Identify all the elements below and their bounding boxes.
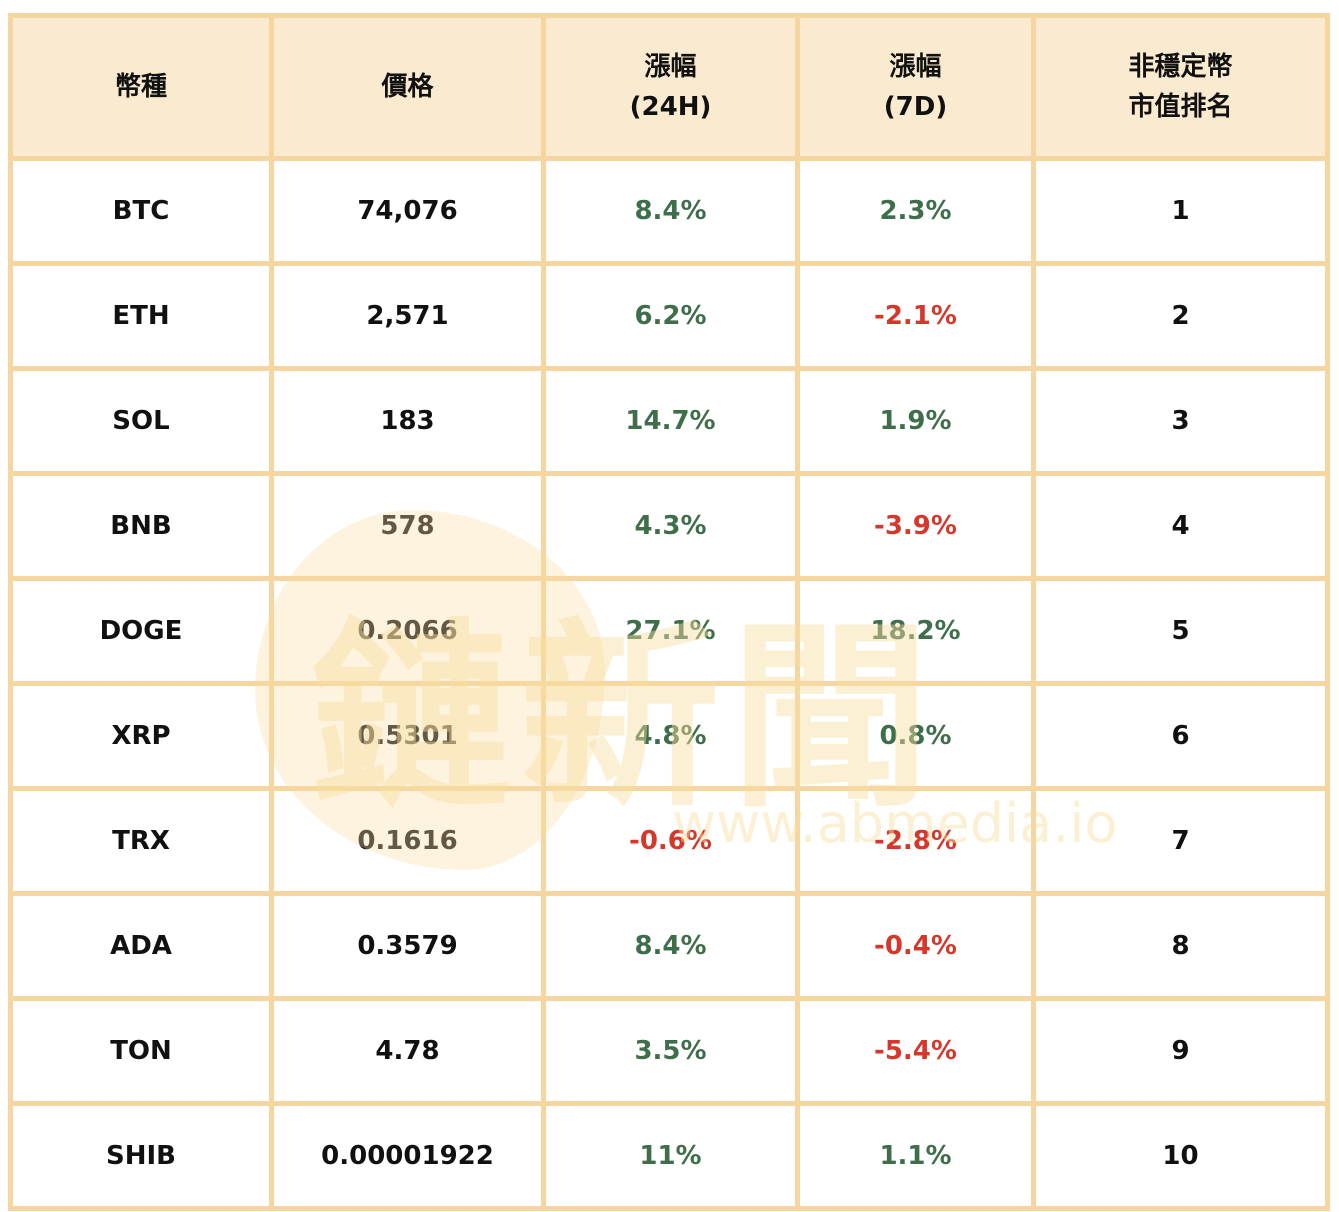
table-row: TON 4.78 3.5% -5.4% 9 [8, 996, 1330, 1106]
header-price: 價格 [269, 13, 546, 161]
header-change-7d-line1: 漲幅 [889, 52, 942, 82]
header-change-24h-line1: 漲幅 [644, 52, 697, 82]
header-change-24h: 漲幅 (24H) [541, 13, 800, 161]
cell-coin: BNB [8, 471, 274, 581]
table-row: SOL 183 14.7% 1.9% 3 [8, 366, 1330, 476]
cell-price: 4.78 [269, 996, 546, 1106]
cell-price: 0.2066 [269, 576, 546, 686]
crypto-table: 幣種 價格 漲幅 (24H) 漲幅 (7D) 非穩定幣 市值排名 BTC 74,076 8… [8, 13, 1330, 1211]
cell-chg24: 27.1% [541, 576, 800, 686]
cell-chg7: -3.9% [795, 471, 1036, 581]
cell-rank: 5 [1031, 576, 1330, 686]
cell-chg24: 6.2% [541, 261, 800, 371]
cell-chg7: -2.1% [795, 261, 1036, 371]
header-price-label: 價格 [381, 72, 434, 102]
cell-coin: TRX [8, 786, 274, 896]
table-row: SHIB 0.00001922 11% 1.1% 10 [8, 1101, 1330, 1211]
cell-coin: TON [8, 996, 274, 1106]
cell-price: 2,571 [269, 261, 546, 371]
cell-rank: 2 [1031, 261, 1330, 371]
cell-chg7: -2.8% [795, 786, 1036, 896]
cell-chg24: 8.4% [541, 891, 800, 1001]
cell-rank: 7 [1031, 786, 1330, 896]
cell-rank: 4 [1031, 471, 1330, 581]
cell-chg24: 8.4% [541, 156, 800, 266]
cell-price: 74,076 [269, 156, 546, 266]
cell-coin: ADA [8, 891, 274, 1001]
cell-price: 0.5301 [269, 681, 546, 791]
table-row: ADA 0.3579 8.4% -0.4% 8 [8, 891, 1330, 1001]
cell-chg7: -0.4% [795, 891, 1036, 1001]
cell-coin: ETH [8, 261, 274, 371]
header-change-7d: 漲幅 (7D) [795, 13, 1036, 161]
cell-chg24: 14.7% [541, 366, 800, 476]
cell-price: 0.00001922 [269, 1101, 546, 1211]
cell-coin: BTC [8, 156, 274, 266]
header-coin-label: 幣種 [114, 72, 167, 102]
cell-chg7: 1.1% [795, 1101, 1036, 1211]
cell-chg24: -0.6% [541, 786, 800, 896]
table-row: DOGE 0.2066 27.1% 18.2% 5 [8, 576, 1330, 686]
cell-chg24: 11% [541, 1101, 800, 1211]
header-rank-line2: 市值排名 [1128, 92, 1233, 122]
header-change-24h-line2: (24H) [629, 92, 712, 122]
cell-chg7: 0.8% [795, 681, 1036, 791]
cell-price: 578 [269, 471, 546, 581]
table-row: TRX 0.1616 -0.6% -2.8% 7 [8, 786, 1330, 896]
header-change-7d-line2: (7D) [883, 92, 948, 122]
cell-rank: 3 [1031, 366, 1330, 476]
cell-chg24: 4.8% [541, 681, 800, 791]
cell-rank: 9 [1031, 996, 1330, 1106]
cell-chg24: 3.5% [541, 996, 800, 1106]
table-row: BTC 74,076 8.4% 2.3% 1 [8, 156, 1330, 266]
cell-coin: XRP [8, 681, 274, 791]
table-row: BNB 578 4.3% -3.9% 4 [8, 471, 1330, 581]
cell-rank: 10 [1031, 1101, 1330, 1211]
cell-rank: 1 [1031, 156, 1330, 266]
header-row: 幣種 價格 漲幅 (24H) 漲幅 (7D) 非穩定幣市值排名 [8, 13, 1330, 161]
cell-coin: SHIB [8, 1101, 274, 1211]
cell-price: 0.3579 [269, 891, 546, 1001]
cell-rank: 6 [1031, 681, 1330, 791]
cell-chg24: 4.3% [541, 471, 800, 581]
cell-coin: DOGE [8, 576, 274, 686]
table-row: ETH 2,571 6.2% -2.1% 2 [8, 261, 1330, 371]
header-coin: 幣種 [8, 13, 274, 161]
cell-chg7: 1.9% [795, 366, 1036, 476]
cell-chg7: -5.4% [795, 996, 1036, 1106]
header-rank-line1: 非穩定幣 [1128, 52, 1233, 82]
header-rank: 非穩定幣 市值排名 [1031, 13, 1330, 161]
cell-chg7: 18.2% [795, 576, 1036, 686]
cell-price: 183 [269, 366, 546, 476]
cell-rank: 8 [1031, 891, 1330, 1001]
cell-chg7: 2.3% [795, 156, 1036, 266]
table-row: XRP 0.5301 4.8% 0.8% 6 [8, 681, 1330, 791]
cell-price: 0.1616 [269, 786, 546, 896]
cell-coin: SOL [8, 366, 274, 476]
